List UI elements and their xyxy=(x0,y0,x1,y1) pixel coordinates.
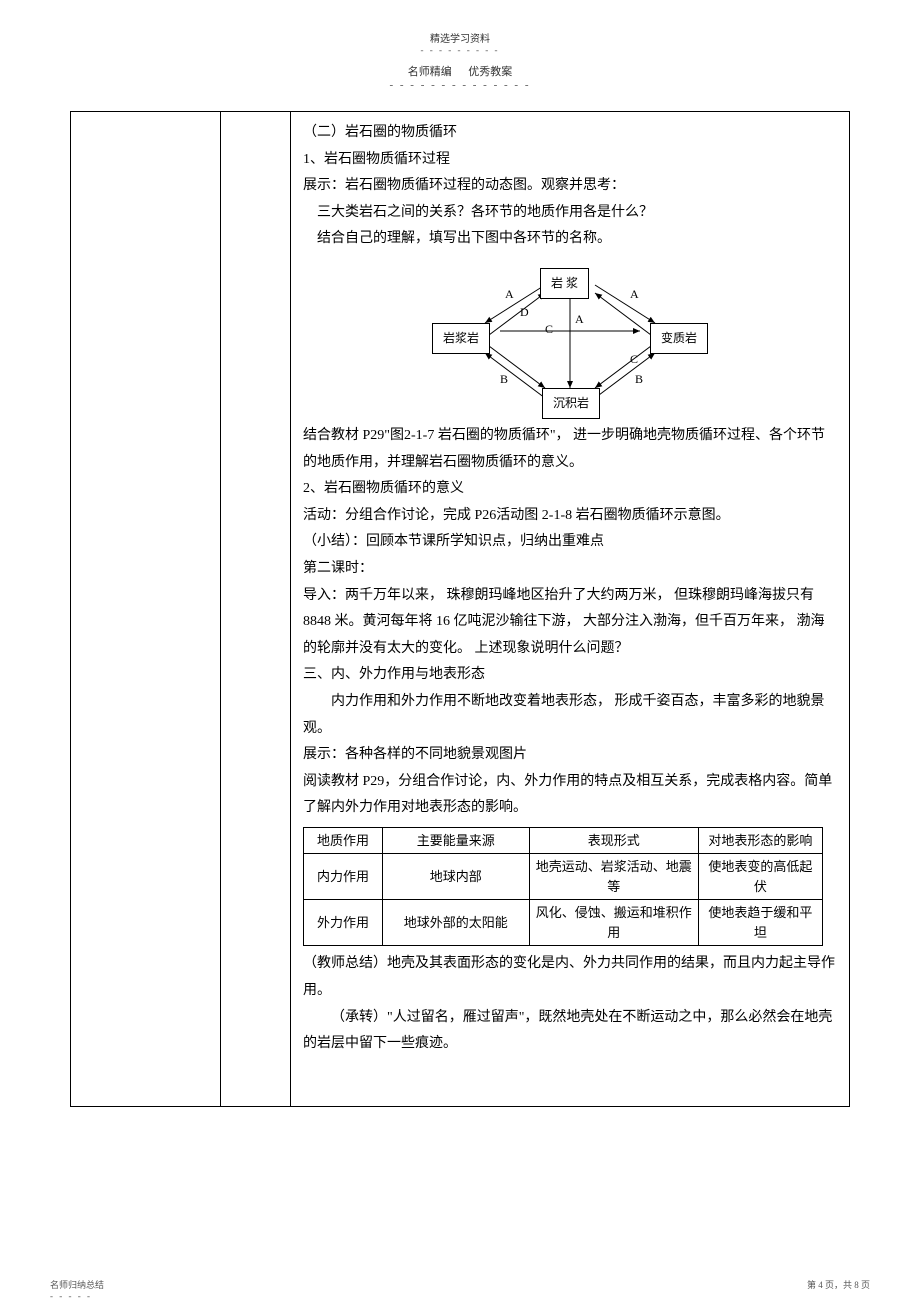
para-12: 内力作用和外力作用不断地改变着地表形态， 形成千姿百态，丰富多彩的地貌景观。 xyxy=(303,689,837,742)
para-5: 结合教材 P29"图2-1-7 岩石圈的物质循环"， 进一步明确地壳物质循环过程… xyxy=(303,423,837,476)
node-metamorphic: 变质岩 xyxy=(650,323,708,354)
label-a1: A xyxy=(505,283,514,306)
footer-left-text: 名师归纳总结 xyxy=(50,1280,104,1290)
header-sub: 名师精编 优秀教案 - - - - - - - - - - - - - - xyxy=(0,63,920,91)
header-top: 精选学习资料 - - - - - - - - - xyxy=(0,0,920,55)
table-header-row: 地质作用 主要能量来源 表现形式 对地表形态的影响 xyxy=(304,827,823,854)
heading-2: （二）岩石圈的物质循环 xyxy=(303,120,837,147)
para-13: 展示：各种各样的不同地貌景观图片 xyxy=(303,742,837,769)
spacer xyxy=(303,1058,837,1098)
left-column xyxy=(71,112,221,1107)
label-d: D xyxy=(520,301,529,324)
th-2: 表现形式 xyxy=(529,827,698,854)
td: 风化、侵蚀、搬运和堆积作用 xyxy=(529,900,698,946)
th-3: 对地表形态的影响 xyxy=(698,827,822,854)
label-a2: A xyxy=(630,283,639,306)
para-14: 阅读教材 P29，分组合作讨论，内、外力作用的特点及相互关系，完成表格内容。简单… xyxy=(303,769,837,822)
table-row: 内力作用 地球内部 地壳运动、岩浆活动、地震等 使地表变的高低起伏 xyxy=(304,854,823,900)
td: 使地表趋于缓和平坦 xyxy=(698,900,822,946)
header-sub-left: 名师精编 xyxy=(408,66,452,78)
td: 地球内部 xyxy=(382,854,529,900)
footer-right: 第 4 页，共 8 页 xyxy=(807,1278,870,1291)
para-10: 导入：两千万年以来， 珠穆朗玛峰地区抬升了大约两万米， 但珠穆朗玛峰海拔只有 8… xyxy=(303,583,837,663)
label-b1: B xyxy=(500,368,508,391)
para-9: 第二课时： xyxy=(303,556,837,583)
forces-table: 地质作用 主要能量来源 表现形式 对地表形态的影响 内力作用 地球内部 地壳运动… xyxy=(303,827,823,947)
para-2: 展示：岩石圈物质循环过程的动态图。观察并思考： xyxy=(303,173,837,200)
table-row: 外力作用 地球外部的太阳能 风化、侵蚀、搬运和堆积作用 使地表趋于缓和平坦 xyxy=(304,900,823,946)
header-sub-right: 优秀教案 xyxy=(468,66,512,78)
td: 地球外部的太阳能 xyxy=(382,900,529,946)
node-sedimentary: 沉积岩 xyxy=(542,388,600,419)
para-16: （承转）"人过留名，雁过留声"，既然地壳处在不断运动之中，那么必然会在地壳的岩层… xyxy=(303,1005,837,1058)
para-1: 1、岩石圈物质循环过程 xyxy=(303,147,837,174)
th-1: 主要能量来源 xyxy=(382,827,529,854)
footer-left-dashes: - - - - - xyxy=(50,1291,104,1301)
para-6: 2、岩石圈物质循环的意义 xyxy=(303,476,837,503)
para-8: （小结）：回顾本节课所学知识点，归纳出重难点 xyxy=(303,529,837,556)
para-3: 三大类岩石之间的关系？各环节的地质作用各是什么？ xyxy=(303,200,837,227)
middle-column xyxy=(221,112,291,1107)
header-sub-dashes: - - - - - - - - - - - - - - xyxy=(0,79,920,91)
header-top-text: 精选学习资料 xyxy=(430,34,490,45)
para-15: （教师总结）地壳及其表面形态的变化是内、外力共同作用的结果，而且内力起主导作用。 xyxy=(303,951,837,1004)
td: 外力作用 xyxy=(304,900,383,946)
rock-cycle-diagram: 岩 浆 岩浆岩 变质岩 沉积岩 A A D A C C B B xyxy=(430,263,710,413)
label-b2: B xyxy=(635,368,643,391)
header-dashes: - - - - - - - - - xyxy=(0,45,920,55)
para-7: 活动：分组合作讨论，完成 P26活动图 2-1-8 岩石圈物质循环示意图。 xyxy=(303,503,837,530)
td: 内力作用 xyxy=(304,854,383,900)
footer-left: 名师归纳总结 - - - - - xyxy=(50,1278,104,1301)
para-4: 结合自己的理解，填写出下图中各环节的名称。 xyxy=(303,226,837,253)
label-a3: A xyxy=(575,308,584,331)
label-c1: C xyxy=(545,318,553,341)
td: 地壳运动、岩浆活动、地震等 xyxy=(529,854,698,900)
node-magma: 岩 浆 xyxy=(540,268,589,299)
para-11: 三、内、外力作用与地表形态 xyxy=(303,662,837,689)
node-igneous: 岩浆岩 xyxy=(432,323,490,354)
content-column: （二）岩石圈的物质循环 1、岩石圈物质循环过程 展示：岩石圈物质循环过程的动态图… xyxy=(291,112,850,1107)
th-0: 地质作用 xyxy=(304,827,383,854)
td: 使地表变的高低起伏 xyxy=(698,854,822,900)
main-layout-table: （二）岩石圈的物质循环 1、岩石圈物质循环过程 展示：岩石圈物质循环过程的动态图… xyxy=(70,111,850,1107)
